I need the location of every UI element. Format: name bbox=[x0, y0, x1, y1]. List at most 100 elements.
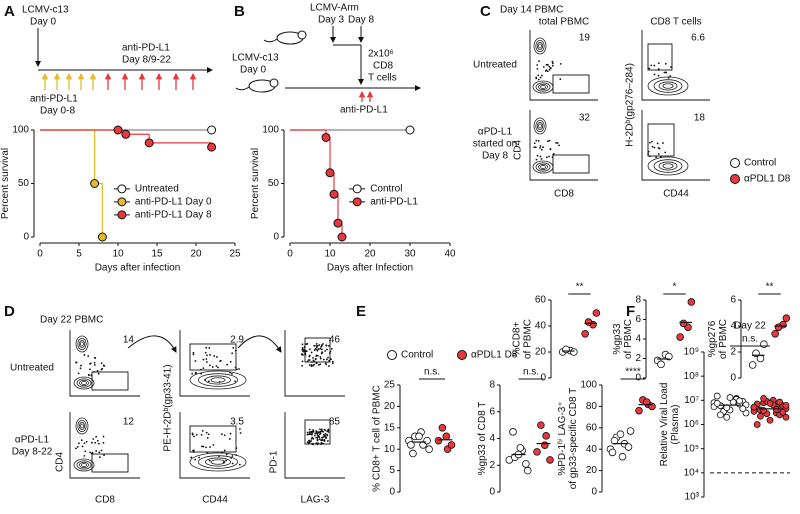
schematic-text: 2x10⁶ bbox=[368, 49, 394, 60]
event-dot bbox=[321, 351, 324, 354]
event-dot bbox=[310, 351, 313, 354]
data-point bbox=[676, 333, 684, 341]
event-dot bbox=[319, 432, 322, 435]
event-dot bbox=[218, 455, 220, 458]
event-dot bbox=[218, 381, 221, 383]
event-dot bbox=[651, 140, 653, 143]
contour bbox=[647, 76, 689, 96]
contour bbox=[533, 117, 547, 135]
event-dot bbox=[657, 153, 660, 155]
event-dot bbox=[657, 74, 660, 77]
schematic-text: LCMV-c13 bbox=[22, 5, 69, 16]
y-tick-label: 2 bbox=[730, 347, 736, 358]
y-tick-label: 10⁴ bbox=[684, 467, 699, 478]
flow-axes bbox=[529, 110, 598, 181]
y-tick-label: 10⁶ bbox=[684, 419, 699, 430]
event-dot bbox=[322, 435, 325, 438]
event-dot bbox=[313, 349, 316, 352]
y-tick-label: 60 bbox=[535, 295, 547, 306]
event-dot bbox=[539, 147, 541, 149]
y-tick-label: 0 bbox=[730, 373, 736, 384]
event-dot bbox=[206, 354, 208, 357]
y-tick-label: 6 bbox=[489, 406, 495, 417]
event-dot bbox=[202, 445, 205, 448]
event-dot bbox=[315, 344, 318, 347]
contour bbox=[535, 120, 545, 133]
event-dot bbox=[231, 462, 234, 465]
flow-axes bbox=[179, 330, 250, 397]
gate bbox=[552, 74, 590, 94]
event-dot bbox=[301, 349, 304, 352]
y-tick-label: 100 bbox=[12, 125, 29, 136]
significance-label: **** bbox=[625, 367, 641, 378]
y-tick-label: 10³ bbox=[685, 492, 700, 503]
event-dot bbox=[536, 68, 539, 70]
mouse-icon bbox=[235, 30, 307, 93]
axis-label: CD44 bbox=[202, 495, 228, 506]
event-dot bbox=[231, 352, 234, 355]
event-dot bbox=[207, 380, 210, 383]
contour bbox=[204, 457, 231, 467]
event-dot bbox=[223, 434, 226, 437]
axis-label: H-2Dᵇ(gp276–284) bbox=[625, 63, 636, 147]
event-dot bbox=[74, 447, 77, 450]
event-dot bbox=[537, 74, 540, 77]
data-point bbox=[713, 392, 721, 400]
data-point bbox=[766, 399, 774, 407]
flow-axes bbox=[529, 30, 598, 101]
data-point bbox=[407, 441, 415, 449]
event-dot bbox=[93, 361, 96, 364]
event-dot bbox=[87, 355, 90, 357]
event-dot bbox=[96, 370, 99, 372]
schematic-text: LCMV-c13 bbox=[232, 53, 279, 64]
contour bbox=[197, 455, 238, 469]
contour bbox=[76, 378, 92, 388]
event-dot bbox=[234, 380, 237, 383]
y-tick-label: 8 bbox=[635, 295, 641, 306]
data-point bbox=[423, 436, 431, 445]
legend-label: Control bbox=[370, 183, 402, 194]
event-dot bbox=[229, 360, 232, 363]
event-dot bbox=[191, 372, 194, 375]
event-dot bbox=[201, 430, 204, 432]
event-dot bbox=[239, 428, 241, 430]
legend-marker bbox=[730, 158, 740, 168]
event-dot bbox=[657, 147, 660, 149]
event-dot bbox=[192, 353, 195, 356]
event-dot bbox=[314, 347, 317, 350]
contour bbox=[79, 461, 89, 469]
data-point bbox=[425, 445, 433, 454]
event-dot bbox=[301, 364, 304, 367]
flow-axes bbox=[69, 412, 140, 479]
legend-marker bbox=[457, 350, 467, 360]
event-dot bbox=[226, 363, 228, 366]
y-tick-label: 50 bbox=[268, 178, 280, 189]
event-dot bbox=[318, 344, 321, 346]
x-axis-label: Days after Infection bbox=[327, 263, 413, 274]
contour bbox=[210, 377, 226, 383]
row-label: Day 8 bbox=[482, 151, 509, 162]
x-tick-label: 30 bbox=[404, 249, 416, 260]
event-dot bbox=[317, 348, 320, 351]
y-axis-label: Relative Viral Load bbox=[659, 383, 670, 467]
event-dot bbox=[332, 360, 334, 363]
panel-title: Day 22 PBMC bbox=[40, 315, 103, 326]
y-tick-label: 20 bbox=[384, 401, 396, 412]
survival-point bbox=[207, 142, 217, 152]
x-tick-label: 0 bbox=[37, 249, 43, 260]
data-point bbox=[415, 432, 423, 441]
event-dot bbox=[103, 454, 105, 457]
event-dot bbox=[194, 360, 197, 362]
event-dot bbox=[656, 142, 659, 145]
event-dot bbox=[551, 62, 554, 65]
event-dot bbox=[102, 435, 105, 438]
event-dot bbox=[220, 433, 223, 436]
contour bbox=[662, 163, 674, 169]
event-dot bbox=[539, 155, 542, 158]
event-dot bbox=[231, 455, 234, 457]
event-dot bbox=[653, 146, 656, 149]
data-point bbox=[782, 401, 790, 409]
contour bbox=[73, 376, 95, 390]
data-point bbox=[616, 430, 625, 439]
